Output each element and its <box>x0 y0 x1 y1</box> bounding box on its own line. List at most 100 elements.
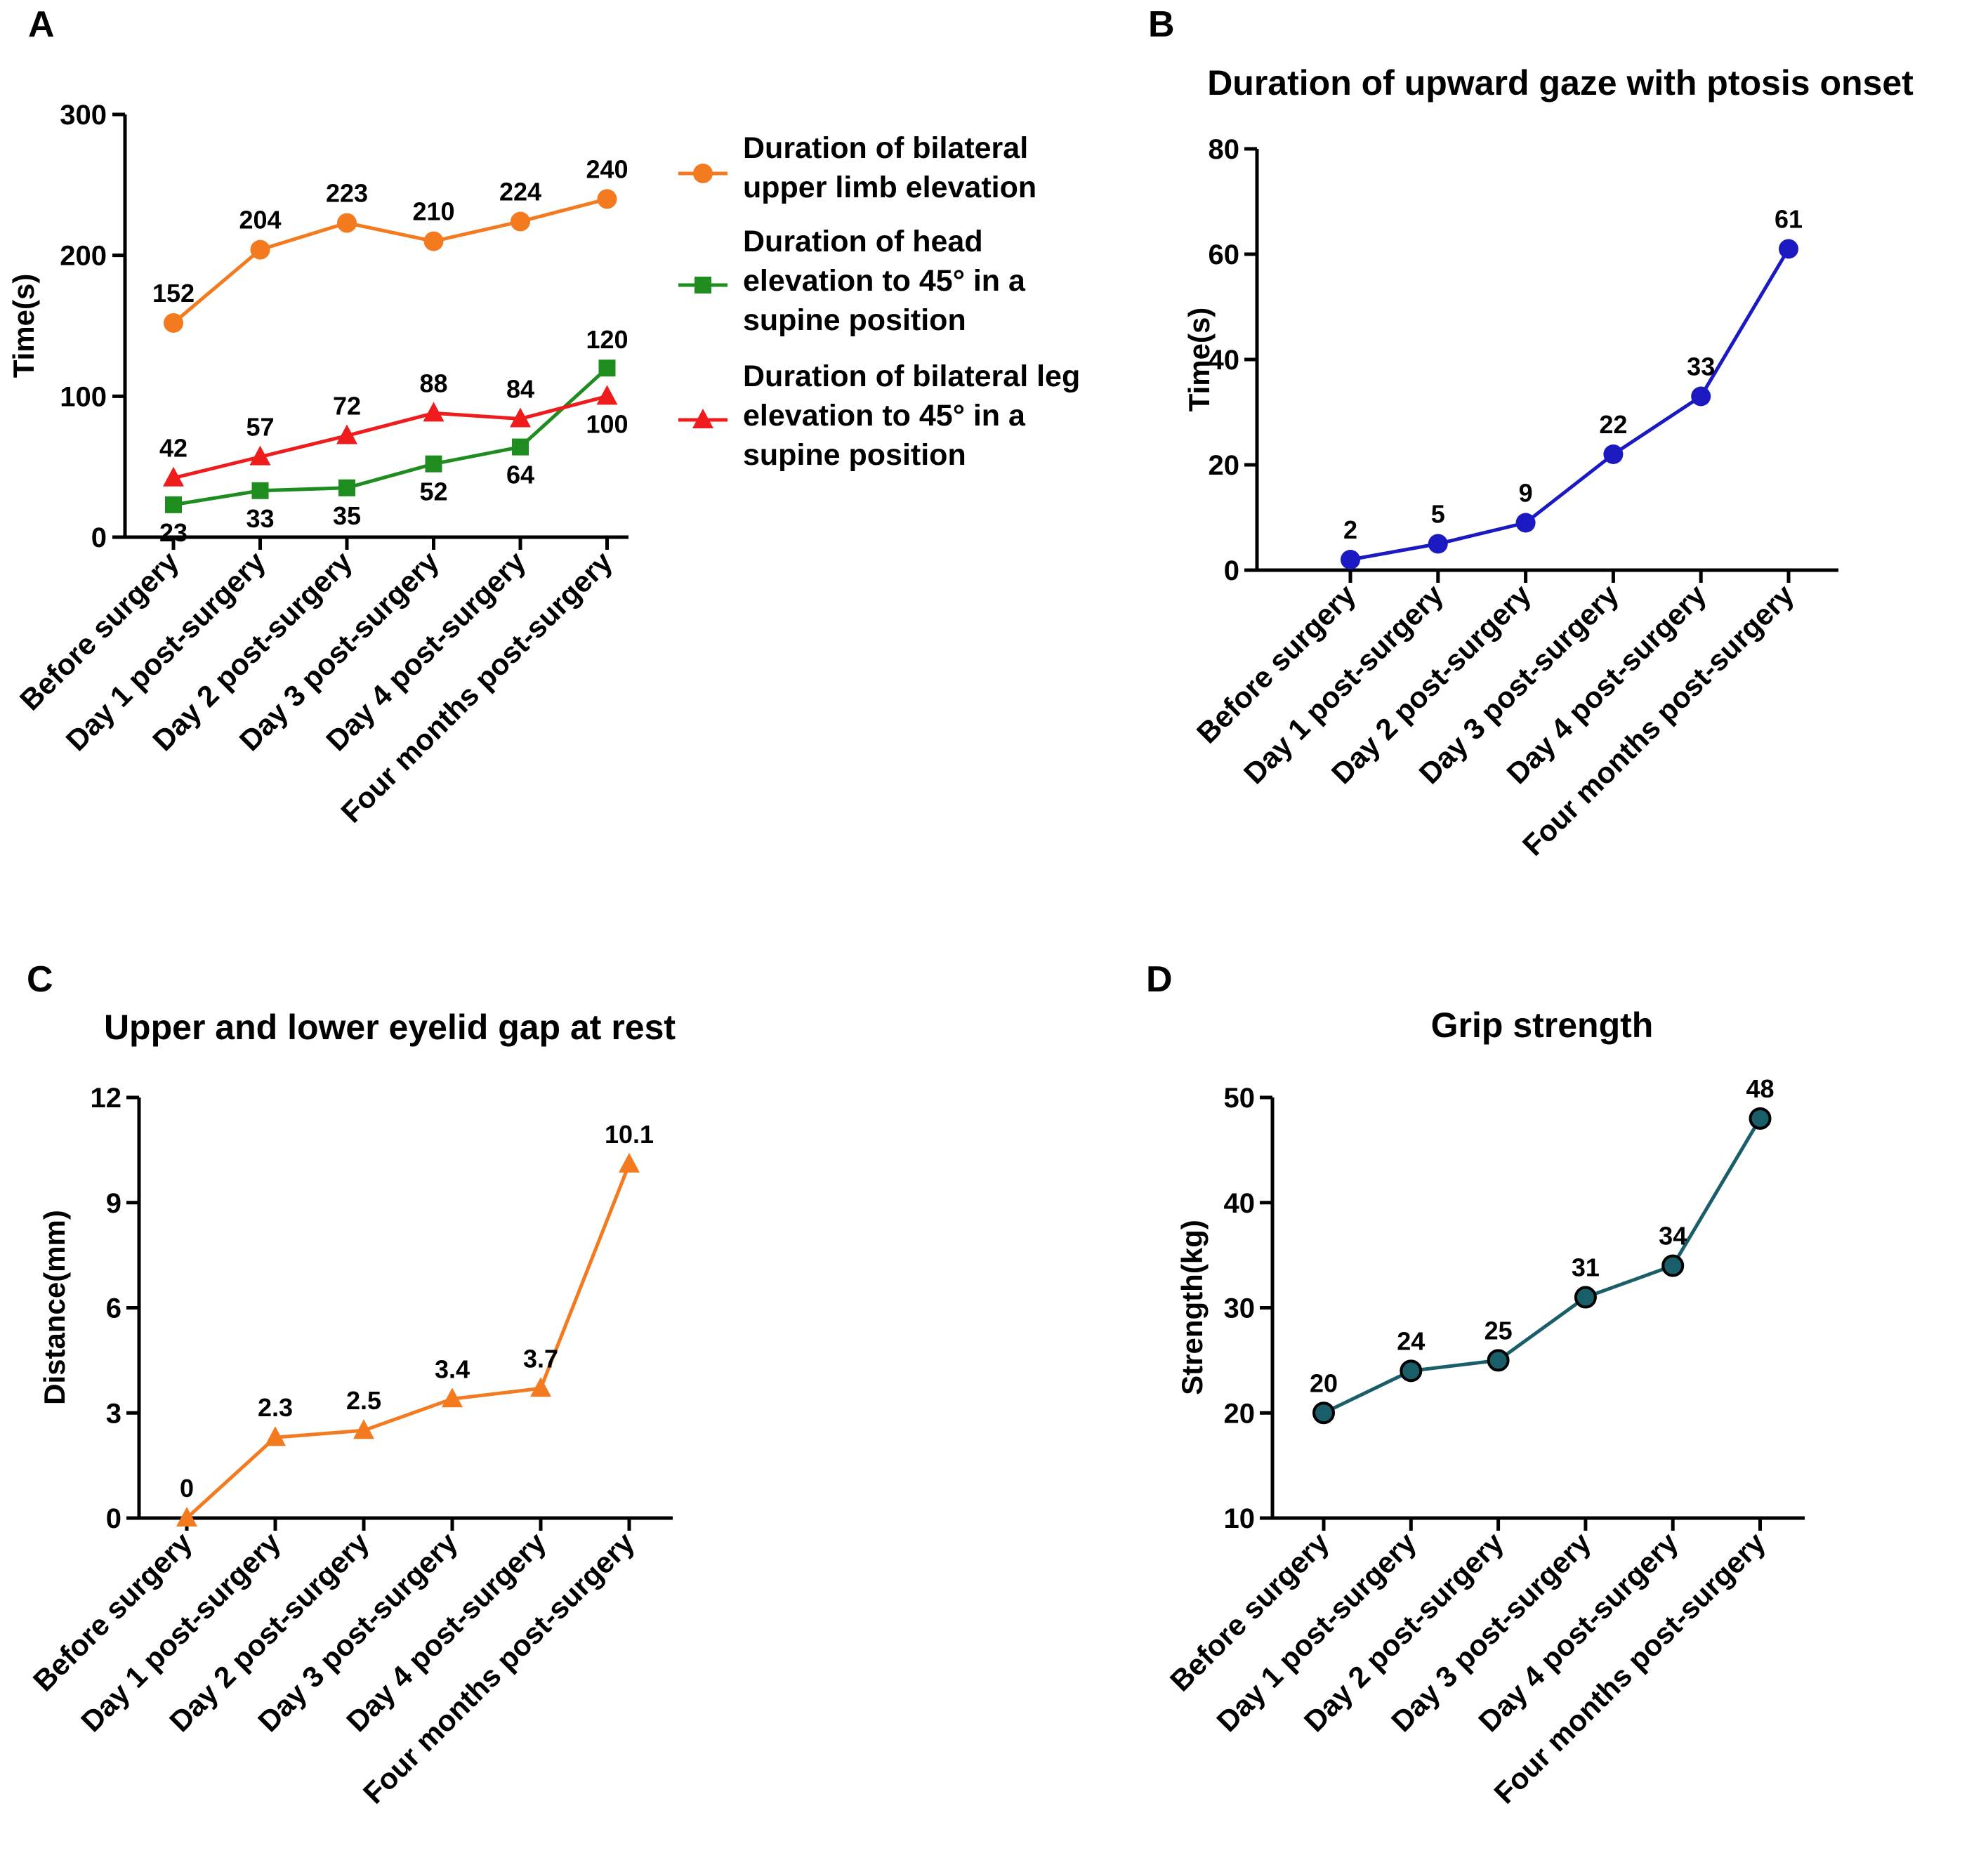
panel-a-y-tick-label: 200 <box>60 241 107 272</box>
panel-d-series-1-line <box>1322 1117 1762 1415</box>
panel-d-series-1-point <box>1400 1359 1423 1383</box>
panel-b-y-tick-label: 20 <box>1209 450 1240 481</box>
panel-d-series-1-data-label: 25 <box>1485 1316 1513 1345</box>
panel-b-series-1-point <box>1515 513 1536 533</box>
panel-d-y-tick-label: 20 <box>1224 1398 1256 1429</box>
panel-b-series-1-point <box>1428 534 1448 554</box>
panel-b-series-1-data-label: 61 <box>1775 205 1803 234</box>
panel-d-series-1-point <box>1487 1349 1510 1372</box>
panel-c-series-1-data-label: 10.1 <box>605 1120 654 1149</box>
panel-a-series-2-point <box>512 438 529 456</box>
panel-c-series-1-point <box>530 1377 551 1397</box>
panel-b-y-axis-title: Time(s) <box>1183 308 1216 412</box>
panel-a-letter: A <box>28 4 55 45</box>
panel-d-series-1-point <box>1312 1402 1335 1425</box>
panel-c-series-1-point <box>265 1426 286 1446</box>
panel-a-series-3-data-label: 42 <box>159 434 187 463</box>
panel-a-series-2-data-label: 33 <box>246 504 274 533</box>
panel-a-series-1-point <box>250 239 270 260</box>
panel-c-series-1-line <box>185 1163 631 1519</box>
panel-d-y-tick-label: 40 <box>1224 1188 1256 1219</box>
panel-a-y-tick-label: 100 <box>60 381 107 412</box>
panel-c-y-tick-label: 6 <box>106 1293 121 1324</box>
panel-c-series-1-data-label: 3.4 <box>435 1354 470 1383</box>
panel-b-series-1-point <box>1341 550 1360 569</box>
panel-a-series-1-point <box>597 189 617 209</box>
panel-d-series-1-data-label: 20 <box>1310 1369 1338 1397</box>
panel-c-series-1-point <box>353 1419 374 1439</box>
panel-c-series-1-data-label: 0 <box>180 1474 194 1503</box>
panel-c-series-1-point <box>619 1152 640 1173</box>
panel-d-series-1-data-label: 34 <box>1659 1222 1687 1251</box>
panel-b-series-1-point <box>1691 386 1711 407</box>
panel-a-series-1-data-label: 152 <box>152 279 195 308</box>
panel-a-series-1-data-label: 240 <box>586 154 628 183</box>
panel-d-series-1-point <box>1749 1107 1772 1130</box>
panel-a-y-tick-label: 300 <box>60 100 107 131</box>
panel-c-y-tick-label: 0 <box>106 1503 121 1534</box>
panel-a-series-2-line <box>173 367 609 507</box>
panel-a-legend-swatch-marker <box>692 409 713 428</box>
panel-a-legend-text: supine position <box>743 303 966 337</box>
panel-b-series-1-data-label: 33 <box>1687 352 1715 381</box>
panel-a-series-2-point <box>598 360 616 377</box>
panel-a-series-3-point <box>510 407 531 428</box>
panel-a-series-3-data-label: 100 <box>586 409 628 438</box>
panel-b-y-tick-label: 40 <box>1209 345 1240 376</box>
panel-a-series-1-data-label: 224 <box>499 178 541 206</box>
panel-a-series-3-data-label: 72 <box>333 392 361 421</box>
panel-c-series-1-point <box>176 1507 197 1526</box>
panel-a-legend-text: elevation to 45° in a <box>743 264 1026 298</box>
panel-a-series-1-point <box>164 312 183 333</box>
panel-d-y-tick-label: 30 <box>1224 1293 1256 1324</box>
panel-d-series-1-data-label: 31 <box>1572 1253 1600 1282</box>
panel-a-legend-swatch-marker <box>693 164 713 183</box>
panel-a-series-3-data-label: 88 <box>419 369 447 397</box>
panel-b-series-1-data-label: 5 <box>1431 500 1445 529</box>
panel-d-title: Grip strength <box>1431 1005 1654 1045</box>
panel-a-legend-text: upper limb elevation <box>743 171 1036 204</box>
panel-b-series-1-data-label: 2 <box>1343 515 1357 544</box>
panel-b-series-1-line <box>1350 248 1791 562</box>
panel-a-series-1-data-label: 223 <box>326 179 368 208</box>
panel-b-series-1-data-label: 9 <box>1519 479 1533 508</box>
panel-a-legend-swatch-marker <box>695 277 711 294</box>
panel-b-series-1-data-label: 22 <box>1599 410 1627 439</box>
panel-a-series-3-point <box>163 466 184 487</box>
panel-d-series-1-data-label: 24 <box>1397 1326 1425 1355</box>
panel-a-series-1-data-label: 204 <box>239 206 281 235</box>
panel-c-series-1-data-label: 2.3 <box>258 1393 293 1422</box>
panel-a-legend-text: Duration of bilateral <box>743 131 1028 165</box>
panel-c-y-tick-label: 12 <box>91 1083 122 1114</box>
panel-c-y-tick-label: 9 <box>106 1188 121 1219</box>
panel-a-legend-text: Duration of bilateral leg <box>743 360 1080 393</box>
panel-b-series-1-point <box>1779 239 1798 259</box>
panel-a-series-2-data-label: 52 <box>419 477 447 506</box>
panel-a-legend-text: elevation to 45° in a <box>743 399 1026 433</box>
panel-d-y-tick-label: 50 <box>1224 1083 1256 1114</box>
panel-a-legend-text: supine position <box>743 438 966 472</box>
panel-b-title: Duration of upward gaze with ptosis onse… <box>1207 63 1914 103</box>
panel-c-y-axis-title: Distance(mm) <box>38 1210 71 1405</box>
panel-b-y-tick-label: 80 <box>1209 134 1240 165</box>
panel-a-series-3-data-label: 84 <box>506 374 534 403</box>
panel-c-y-tick-label: 3 <box>106 1398 121 1429</box>
panel-a-series-3-point <box>249 445 271 466</box>
panel-a-series-3-point <box>423 402 445 422</box>
panel-a-series-2-data-label: 23 <box>159 518 187 547</box>
panel-b-y-tick-label: 0 <box>1224 555 1239 586</box>
panel-c-series-1-data-label: 3.7 <box>523 1344 558 1373</box>
panel-c-title: Upper and lower eyelid gap at rest <box>104 1008 676 1047</box>
panel-a-series-1-data-label: 210 <box>412 197 454 226</box>
panel-d-y-axis-title: Strength(kg) <box>1176 1220 1209 1395</box>
panel-a-series-3-line <box>173 394 608 480</box>
panel-a-series-1-line <box>172 197 608 324</box>
panel-b-letter: B <box>1148 4 1175 45</box>
panel-a-series-2-point <box>165 496 182 513</box>
panel-b-series-1-point <box>1603 444 1624 464</box>
panel-a-series-3-data-label: 57 <box>246 413 274 442</box>
panel-d-y-tick-label: 10 <box>1224 1503 1256 1534</box>
panel-a-series-2-data-label: 35 <box>333 501 361 530</box>
panel-a-series-2-data-label: 64 <box>506 461 534 489</box>
